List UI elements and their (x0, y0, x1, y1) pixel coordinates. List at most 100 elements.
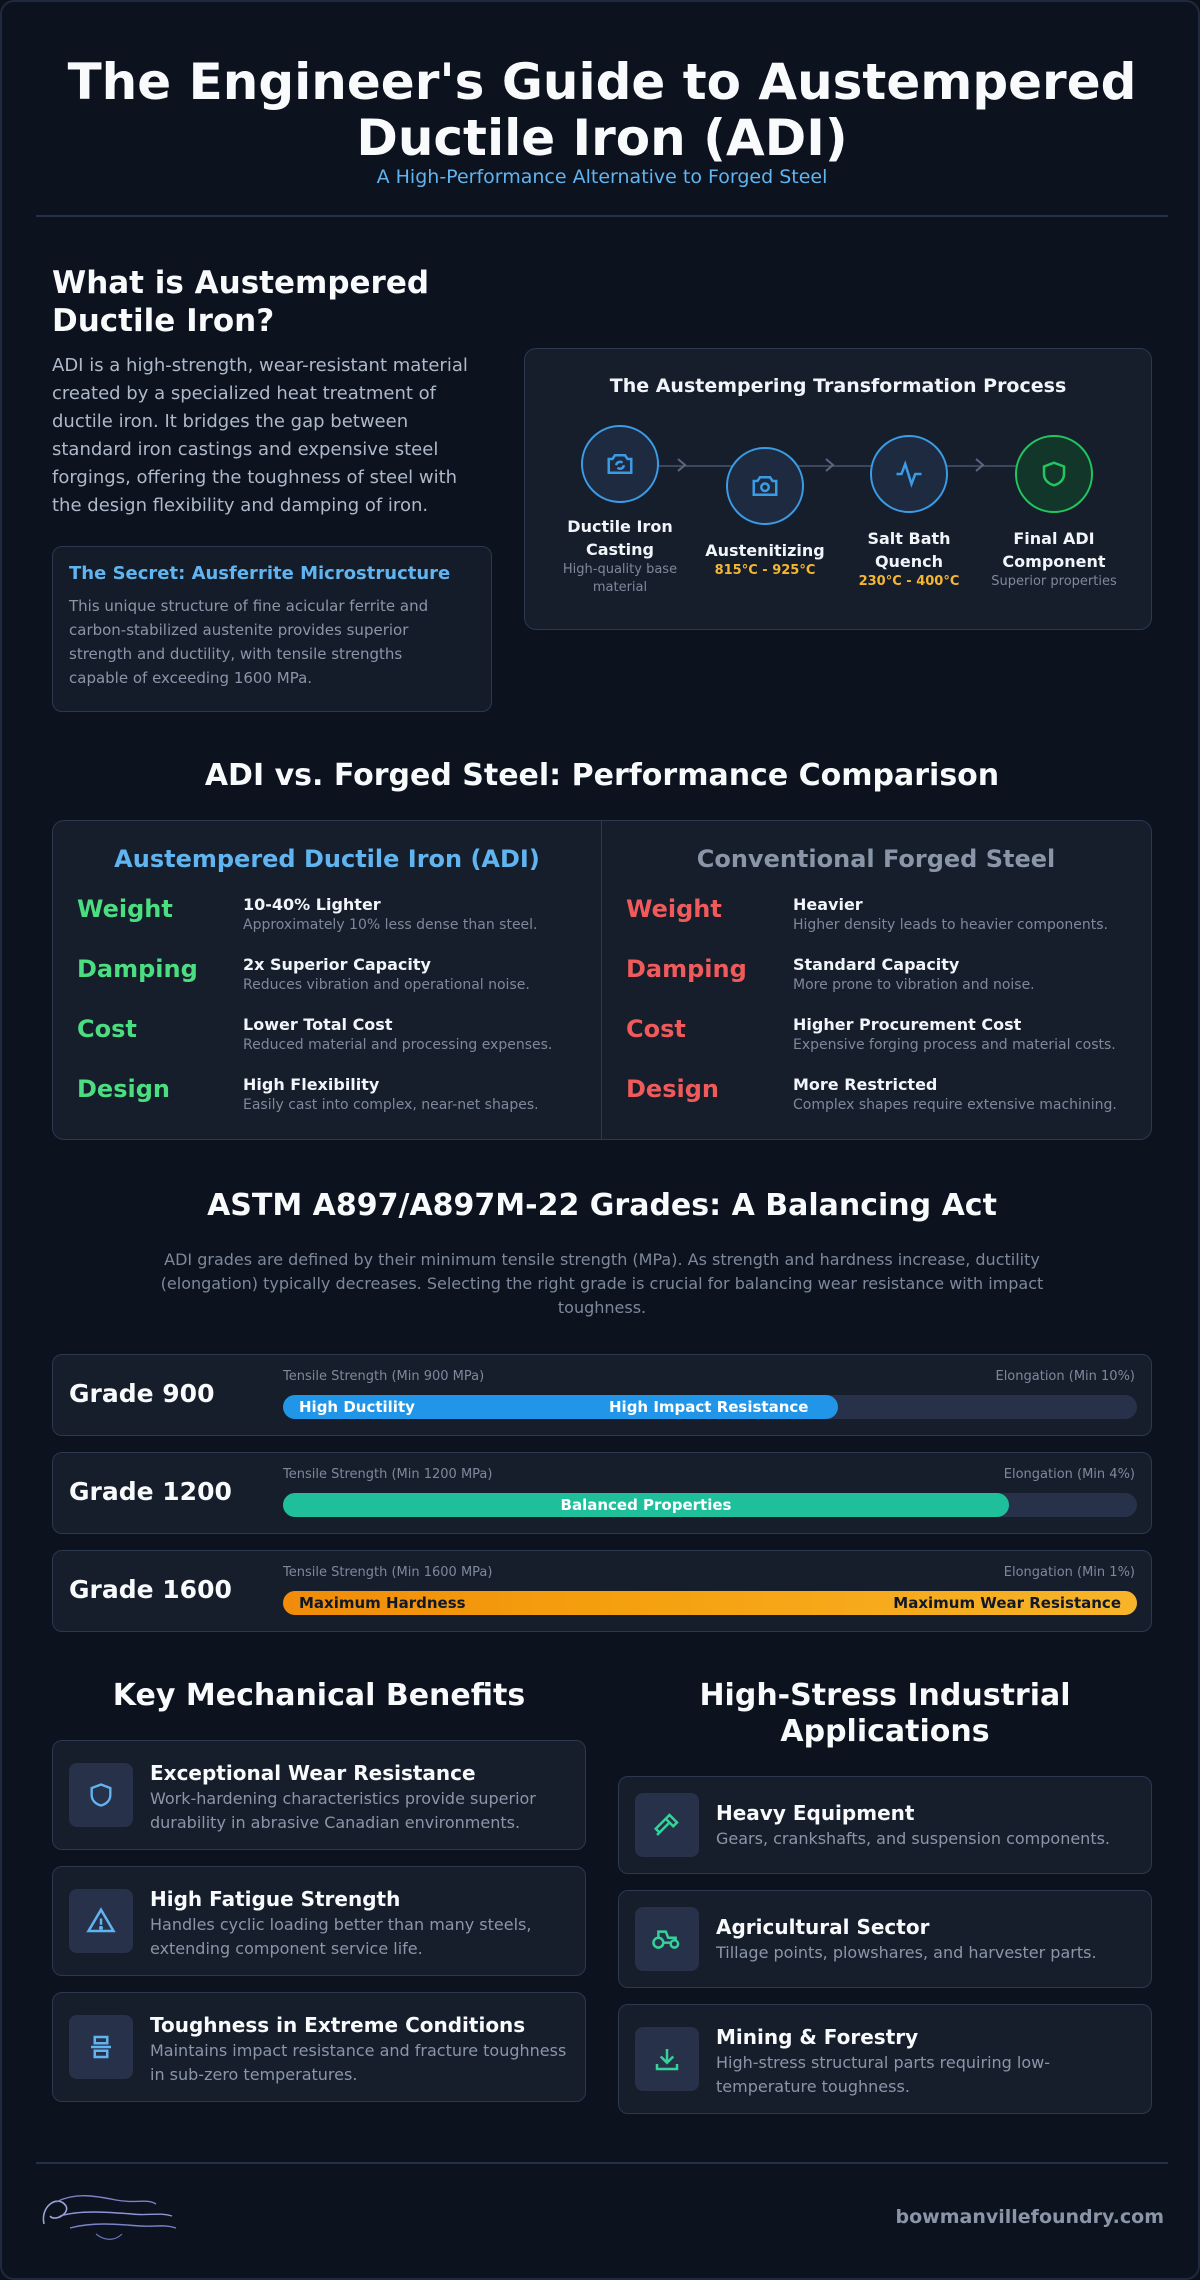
grade-bar-fill (283, 1395, 839, 1419)
grade-name: Grade 900 (69, 1379, 215, 1408)
warning-triangle-icon (69, 1889, 133, 1953)
benefit-desc: Handles cyclic loading better than many … (150, 1913, 570, 1961)
grade-tensile: Tensile Strength (Min 1600 MPa) (283, 1565, 493, 1580)
activity-icon (870, 435, 948, 513)
benefit-desc-line: extending component service life. (150, 1939, 423, 1958)
step-sub: High-quality base (562, 562, 678, 577)
grade-elongation: Elongation (Min 10%) (995, 1369, 1135, 1384)
adi-row-desc: Approximately 10% less dense than steel. (243, 917, 538, 933)
grade-900-card: Grade 900 Tensile Strength (Min 900 MPa)… (52, 1354, 1152, 1436)
process-title: The Austempering Transformation Process (609, 375, 1067, 397)
step-label: Austenitizing (705, 541, 825, 560)
grade-bar-center-label: Balanced Properties (560, 1496, 732, 1514)
callout-line: capable of exceeding 1600 MPa. (69, 669, 313, 687)
application-desc: High-stress structural parts requiring l… (716, 2051, 1136, 2099)
compress-icon (69, 2015, 133, 2079)
step-label: Salt Bath (867, 529, 951, 548)
application-desc: Tillage points, plowshares, and harveste… (716, 1943, 1097, 1962)
steel-row-label: Damping (626, 955, 747, 983)
benefit-card-fatigue: High Fatigue Strength Handles cyclic loa… (52, 1866, 586, 1976)
step-label: Final ADI (1013, 529, 1095, 548)
steel-row-head: More Restricted (793, 1075, 938, 1094)
page-title: The Engineer's Guide to Austempered Duct… (2, 54, 1198, 167)
grade-bar-fill (283, 1493, 1009, 1517)
intro-paragraph: ADI is a high-strength, wear-resistant m… (52, 352, 468, 520)
grade-name: Grade 1200 (69, 1477, 232, 1506)
grade-bar-right-label: Maximum Wear Resistance (893, 1594, 1121, 1612)
benefit-desc: Maintains impact resistance and fracture… (150, 2039, 570, 2087)
process-step-quench: Salt Bath Quench 230°C - 400°C (834, 527, 984, 591)
adi-row-head: Lower Total Cost (243, 1015, 393, 1034)
steel-row-label: Design (626, 1075, 719, 1103)
callout-line: This unique structure of fine acicular f… (69, 597, 429, 615)
steel-row-desc: More prone to vibration and noise. (793, 977, 1035, 993)
camera-refresh-icon (581, 425, 659, 503)
grades-intro-line: toughness. (557, 1298, 647, 1317)
ausferrite-callout: The Secret: Ausferrite Microstructure Th… (52, 546, 492, 712)
page-subtitle: A High-Performance Alternative to Forged… (376, 166, 828, 188)
camera-icon (726, 447, 804, 525)
grade-elongation: Elongation (Min 1%) (1003, 1565, 1135, 1580)
download-icon (635, 2027, 699, 2091)
chevron-right-icon (825, 458, 835, 472)
step-label: Ductile Iron (567, 517, 673, 536)
grades-intro: ADI grades are defined by their minimum … (2, 1248, 1198, 1320)
steel-row-head: Heavier (793, 895, 863, 914)
steel-row-label: Cost (626, 1015, 686, 1043)
steel-row-head: Standard Capacity (793, 955, 960, 974)
intro-heading: What is Austempered Ductile Iron? (52, 264, 429, 340)
callout-title: The Secret: Ausferrite Microstructure (69, 563, 451, 584)
benefit-card-toughness: Toughness in Extreme Conditions Maintain… (52, 1992, 586, 2102)
benefits-heading: Key Mechanical Benefits (112, 1678, 526, 1713)
applications-heading-line: Applications (780, 1714, 990, 1749)
grade-name: Grade 1600 (69, 1575, 232, 1604)
application-card-mining: Mining & Forestry High-stress structural… (618, 2004, 1152, 2114)
adi-row-label: Design (77, 1075, 170, 1103)
intro-heading-line-2: Ductile Iron? (52, 303, 275, 339)
benefit-title: Toughness in Extreme Conditions (150, 2013, 526, 2037)
adi-row-label: Weight (77, 895, 173, 923)
step-label: Component (1002, 552, 1106, 571)
steel-row-desc: Expensive forging process and material c… (793, 1037, 1116, 1053)
benefit-desc-line: durability in abrasive Canadian environm… (150, 1813, 521, 1832)
grade-1200-card: Grade 1200 Tensile Strength (Min 1200 MP… (52, 1452, 1152, 1534)
benefit-title: Exceptional Wear Resistance (150, 1761, 476, 1785)
process-step-casting: Ductile Iron Casting High-quality base m… (545, 515, 695, 597)
grade-bar-left-label: Maximum Hardness (299, 1594, 466, 1612)
grade-1600-card: Grade 1600 Tensile Strength (Min 1600 MP… (52, 1550, 1152, 1632)
grade-elongation: Elongation (Min 4%) (1003, 1467, 1135, 1482)
benefit-desc: Work-hardening characteristics provide s… (150, 1787, 570, 1835)
process-connector (621, 465, 1061, 467)
grades-intro-line: ADI grades are defined by their minimum … (164, 1250, 1040, 1269)
grades-heading: ASTM A897/A897M-22 Grades: A Balancing A… (207, 1188, 997, 1223)
adi-row-desc: Easily cast into complex, near-net shape… (243, 1097, 539, 1113)
adi-row-head: 2x Superior Capacity (243, 955, 431, 974)
grades-intro-line: (elongation) typically decreases. Select… (160, 1274, 1044, 1293)
adi-row-desc: Reduced material and processing expenses… (243, 1037, 553, 1053)
adi-row-desc: Reduces vibration and operational noise. (243, 977, 530, 993)
title-line-2: Ductile Iron (ADI) (356, 109, 848, 167)
step-temperature: 230°C - 400°C (858, 574, 960, 589)
step-label: Quench (874, 552, 944, 571)
benefit-title: High Fatigue Strength (150, 1887, 401, 1911)
callout-line: strength and ductility, with tensile str… (69, 645, 403, 663)
application-title: Heavy Equipment (716, 1801, 915, 1825)
adi-row-head: High Flexibility (243, 1075, 380, 1094)
benefit-desc-line: in sub-zero temperatures. (150, 2065, 358, 2084)
applications-heading: High-Stress Industrial Applications (618, 1678, 1152, 1750)
application-desc-line: High-stress structural parts requiring l… (716, 2053, 1050, 2072)
step-temperature: 815°C - 925°C (714, 563, 816, 578)
shield-icon (1015, 435, 1093, 513)
process-step-austenitizing: Austenitizing 815°C - 925°C (690, 539, 840, 580)
benefit-card-wear: Exceptional Wear Resistance Work-hardeni… (52, 1740, 586, 1850)
adi-column-title: Austempered Ductile Iron (ADI) (114, 845, 540, 873)
footer-divider (36, 2162, 1168, 2164)
intro-line: created by a specialized heat treatment … (52, 383, 436, 404)
step-label: Casting (585, 540, 655, 559)
intro-line: standard iron castings and expensive ste… (52, 439, 439, 460)
footer-website[interactable]: bowmanvillefoundry.com (895, 2206, 1164, 2228)
callout-body: This unique structure of fine acicular f… (69, 594, 475, 690)
step-sub: material (592, 580, 648, 595)
intro-line: the design flexibility and damping of ir… (52, 495, 429, 516)
intro-line: forgings, offering the toughness of stee… (52, 467, 458, 488)
